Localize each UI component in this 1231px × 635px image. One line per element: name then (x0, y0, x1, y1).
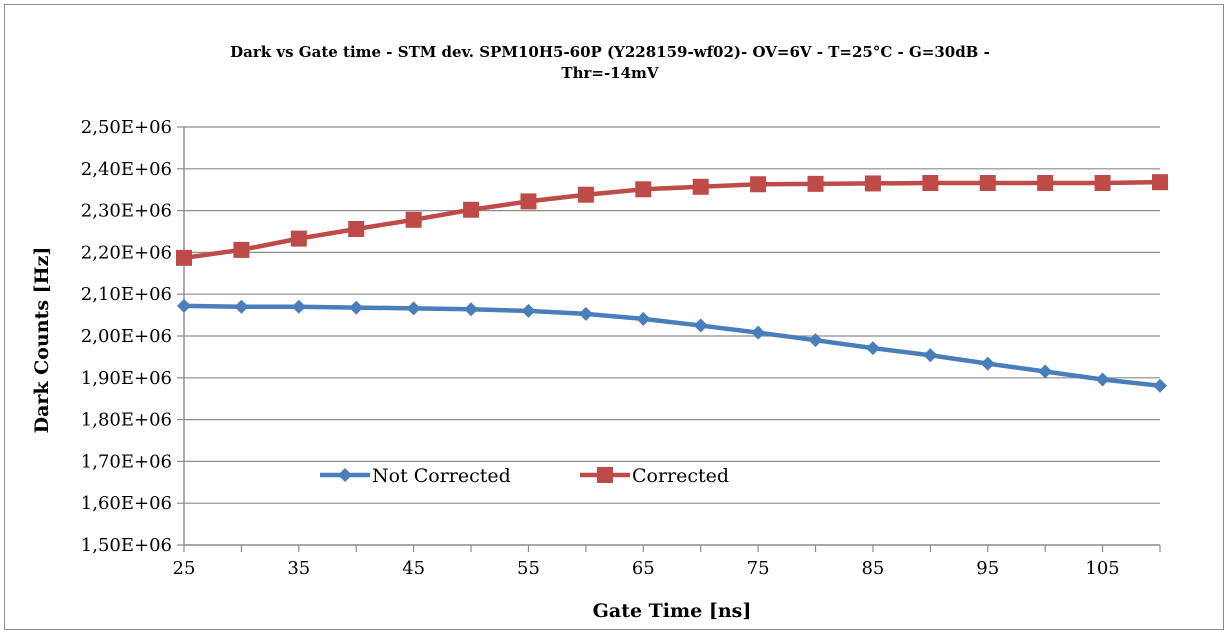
data-point-marker (405, 211, 422, 228)
legend-label: Not Corrected (372, 465, 511, 487)
x-tick-label: 75 (747, 558, 770, 579)
data-point-marker (349, 300, 364, 315)
chart-title-line-2: Thr=-14mV (561, 64, 659, 82)
series-not-corrected (177, 298, 1167, 393)
data-point-marker (233, 241, 250, 258)
data-point-marker (865, 341, 880, 356)
data-point-marker (348, 220, 365, 237)
axes (177, 126, 1161, 552)
x-axis-title: Gate Time [ns] (593, 600, 752, 622)
data-point-marker (1153, 378, 1167, 393)
data-point-marker (338, 468, 352, 482)
data-point-marker (979, 175, 996, 192)
y-tick-label: 1,80E+06 (81, 410, 172, 431)
data-point-marker (1094, 175, 1111, 192)
data-point-marker (577, 186, 594, 203)
data-point-marker (1095, 372, 1110, 387)
data-point-marker (808, 333, 823, 348)
data-point-marker (521, 303, 536, 318)
data-point-marker (290, 230, 307, 247)
y-tick-label: 2,20E+06 (81, 242, 172, 263)
data-point-marker (1152, 174, 1168, 191)
data-point-marker (692, 178, 709, 195)
data-point-marker (923, 348, 938, 363)
x-tick-label: 105 (1085, 558, 1119, 579)
x-tick-label: 65 (632, 558, 655, 579)
y-tick-label: 1,90E+06 (81, 368, 172, 389)
data-point-marker (1037, 175, 1054, 192)
data-point-marker (463, 201, 480, 218)
y-tick-label: 2,50E+06 (81, 117, 172, 138)
y-tick-label: 1,70E+06 (81, 451, 172, 472)
data-point-marker (176, 249, 192, 266)
y-axis-title: Dark Counts [Hz] (31, 247, 53, 434)
x-tick-label: 35 (287, 558, 310, 579)
data-point-marker (464, 302, 479, 317)
legend-item: Not Corrected (320, 465, 511, 487)
series-layer (176, 174, 1168, 393)
y-tick-label: 2,30E+06 (81, 201, 172, 222)
data-point-marker (177, 298, 191, 313)
x-tick-label: 45 (402, 558, 425, 579)
legend: Not Corrected Corrected (320, 465, 729, 487)
data-point-marker (406, 301, 421, 316)
data-point-marker (520, 193, 537, 210)
data-point-marker (1038, 364, 1053, 379)
series-line (181, 179, 1163, 261)
y-tick-labels: 1,50E+06 1,60E+06 1,70E+06 1,80E+06 1,90E+06… (81, 117, 172, 556)
data-point-marker (922, 175, 939, 192)
legend-label: Corrected (632, 465, 729, 487)
data-point-marker (980, 356, 995, 371)
x-tick-label: 95 (976, 558, 999, 579)
data-point-marker (291, 299, 306, 314)
y-tick-label: 2,00E+06 (81, 326, 172, 347)
x-tick-label: 85 (861, 558, 884, 579)
x-tick-labels: 25 35 45 55 65 75 85 95 105 (173, 558, 1120, 579)
data-point-marker (807, 175, 824, 192)
x-tick-label: 55 (517, 558, 540, 579)
data-point-marker (234, 299, 249, 314)
x-tick-label: 25 (173, 558, 196, 579)
data-point-marker (578, 306, 593, 321)
y-tick-label: 1,60E+06 (81, 493, 172, 514)
grid-lines (184, 126, 1160, 504)
chart-title-line-1: Dark vs Gate time - STM dev. SPM10H5-60P… (230, 43, 990, 61)
y-tick-label: 1,50E+06 (81, 535, 172, 556)
series-corrected (176, 174, 1168, 266)
data-point-marker (693, 318, 708, 333)
legend-item: Corrected (580, 465, 729, 487)
data-point-marker (635, 181, 652, 198)
data-point-marker (864, 175, 881, 192)
series-line (181, 303, 1163, 388)
data-point-marker (750, 176, 767, 193)
data-point-marker (636, 311, 651, 326)
y-tick-label: 2,10E+06 (81, 284, 172, 305)
data-point-marker (597, 467, 613, 483)
data-point-marker (751, 325, 766, 340)
chart-title: Dark vs Gate time - STM dev. SPM10H5-60P… (230, 43, 990, 82)
y-tick-label: 2,40E+06 (81, 159, 172, 180)
